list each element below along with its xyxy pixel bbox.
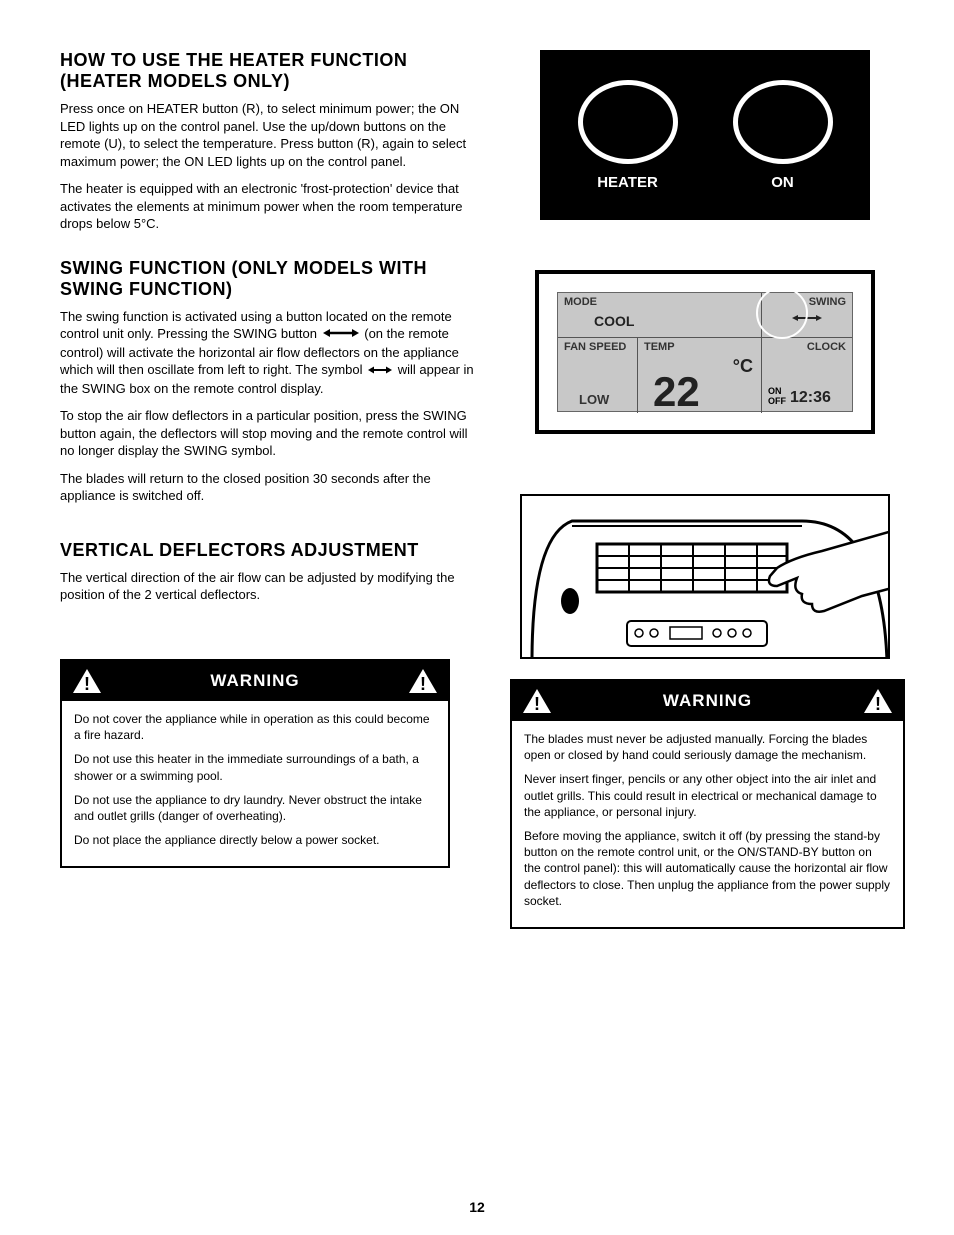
swing-paragraph-3: The blades will return to the closed pos… <box>60 470 480 505</box>
warning-text: Do not use this heater in the immediate … <box>74 751 436 783</box>
lcd-clock-value: 12:36 <box>790 389 831 407</box>
heater-section-title: HOW TO USE THE HEATER FUNCTION (HEATER M… <box>60 50 480 92</box>
swing-arrow-icon <box>323 326 359 344</box>
warning-box-left: ! WARNING ! Do not cover the appliance w… <box>60 659 450 868</box>
lcd-onoff-label: ON OFF <box>768 387 786 407</box>
lcd-fanspeed-value: LOW <box>579 392 631 407</box>
lcd-fanspeed-label: FAN SPEED <box>564 341 631 353</box>
warning-body: The blades must never be adjusted manual… <box>512 721 903 927</box>
warning-triangle-icon: ! <box>522 688 552 714</box>
warning-title-text: WARNING <box>210 671 299 691</box>
lcd-temp-unit: °C <box>733 356 753 377</box>
warning-header: ! WARNING ! <box>62 661 448 701</box>
product-illustration <box>520 494 890 659</box>
on-indicator-label: ON <box>771 174 794 191</box>
warning-triangle-icon: ! <box>72 668 102 694</box>
lcd-swing-arrow-icon <box>768 310 846 328</box>
svg-text:!: ! <box>84 674 90 694</box>
page-number: 12 <box>469 1199 485 1215</box>
lcd-screen: MODE COOL SWING FAN SP <box>557 292 853 412</box>
heater-button-panel: HEATER ON <box>540 50 870 220</box>
swing-arrow-icon <box>368 362 392 380</box>
svg-text:!: ! <box>875 694 881 714</box>
warning-body: Do not cover the appliance while in oper… <box>62 701 448 866</box>
warning-text: Never insert finger, pencils or any othe… <box>524 771 891 820</box>
on-indicator-icon <box>733 80 833 164</box>
right-column: HEATER ON MODE COOL <box>510 50 910 929</box>
heater-paragraph-1: Press once on HEATER button (R), to sele… <box>60 100 480 170</box>
heater-button-label: HEATER <box>597 174 658 191</box>
swing-paragraph-2: To stop the air flow deflectors in a par… <box>60 407 480 460</box>
warning-triangle-icon: ! <box>863 688 893 714</box>
lcd-display-figure: MODE COOL SWING FAN SP <box>535 270 875 434</box>
lcd-temp-label: TEMP <box>644 341 755 353</box>
warning-text: Before moving the appliance, switch it o… <box>524 828 891 909</box>
warning-box-right: ! WARNING ! The blades must never be adj… <box>510 679 905 929</box>
lcd-clock-label: CLOCK <box>768 341 846 353</box>
heater-paragraph-2: The heater is equipped with an electroni… <box>60 180 480 233</box>
vertical-deflectors-title: VERTICAL DEFLECTORS ADJUSTMENT <box>60 540 480 561</box>
warning-text: Do not cover the appliance while in oper… <box>74 711 436 743</box>
swing-paragraph-1: The swing function is activated using a … <box>60 308 480 397</box>
warning-text: Do not use the appliance to dry laundry.… <box>74 792 436 824</box>
lcd-mode-label: MODE <box>564 296 755 308</box>
warning-title-text: WARNING <box>663 691 752 711</box>
heater-button-icon <box>578 80 678 164</box>
svg-text:!: ! <box>534 694 540 714</box>
lcd-mode-value: COOL <box>594 313 755 329</box>
left-column: HOW TO USE THE HEATER FUNCTION (HEATER M… <box>60 50 480 929</box>
warning-triangle-icon: ! <box>408 668 438 694</box>
vertical-deflectors-paragraph: The vertical direction of the air flow c… <box>60 569 480 604</box>
svg-text:!: ! <box>420 674 426 694</box>
warning-header: ! WARNING ! <box>512 681 903 721</box>
warning-text: The blades must never be adjusted manual… <box>524 731 891 763</box>
lcd-swing-label: SWING <box>768 296 846 308</box>
swing-section-title: SWING FUNCTION (ONLY MODELS WITH SWING F… <box>60 258 480 300</box>
lcd-temp-value: 22 <box>653 371 700 413</box>
warning-text: Do not place the appliance directly belo… <box>74 832 436 848</box>
